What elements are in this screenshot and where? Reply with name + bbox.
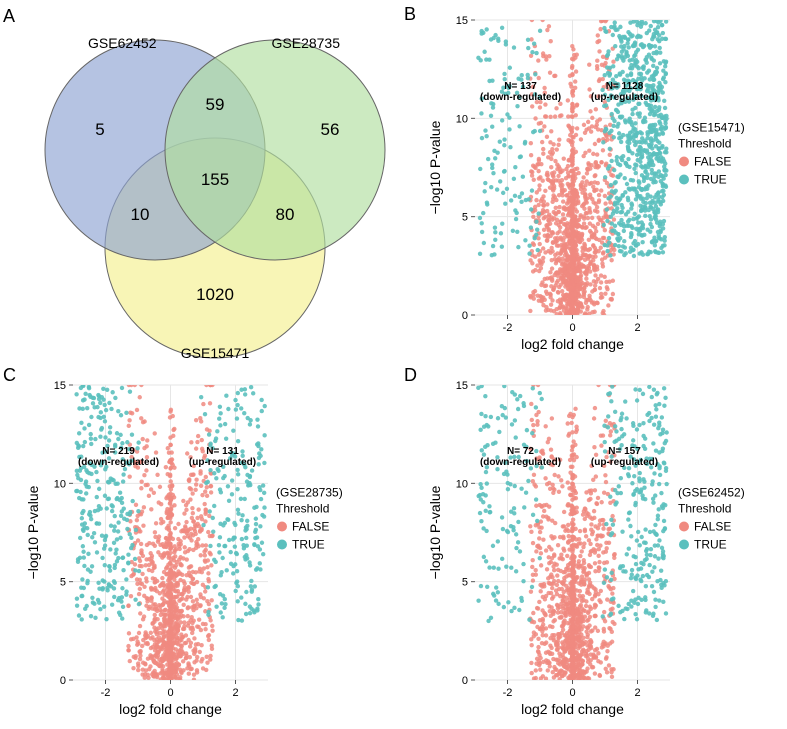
volcano-c: -2 0 2 0 5 10 15 log2 fold change −log10 P-value… [18,375,378,729]
annot-n: N= 1128 [606,81,644,92]
ytick-label: 0 [60,675,66,687]
annot-sub: (up-regulated) [189,457,256,468]
x-axis-title: log2 fold change [521,336,624,352]
xtick-label: -2 [503,687,513,699]
x-axis-title: log2 fold change [521,701,624,717]
legend-text: FALSE [694,155,731,169]
xtick-label: 2 [634,322,640,334]
xtick-label: 0 [569,322,575,334]
legend-text: (GSE15471) [678,121,745,135]
legend-text: (GSE62452) [678,486,745,500]
y-axis-title: −log10 P-value [25,485,41,579]
volcano-b: -2 0 2 0 5 10 15 log2 fold change −log10 P-value… [420,10,780,365]
annot-n: N= 219 [102,446,135,457]
venn-text: 59 [206,95,225,114]
venn-text: 10 [131,205,150,224]
annot-sub: (down-regulated) [78,457,159,468]
xtick-label: 0 [167,687,173,699]
annot-sub: (down-regulated) [480,92,561,103]
legend-dot-false [679,522,689,532]
volcano-d: -2 0 2 0 5 10 15 log2 fold change −log10 P-value… [420,375,780,729]
venn-circle [165,40,385,260]
venn-text: GSE62452 [88,35,157,51]
ytick-label: 10 [54,478,66,490]
ytick-label: 5 [462,212,468,224]
legend-dot-false [277,522,287,532]
ytick-label: 5 [462,577,468,589]
y-axis-title: −log10 P-value [427,120,443,214]
y-axis-title: −log10 P-value [427,485,443,579]
annot-n: N= 157 [608,446,641,457]
venn-text: GSE28735 [272,35,341,51]
panel-a-label: A [3,6,15,27]
ytick-label: 10 [456,478,468,490]
xtick-label: 2 [232,687,238,699]
panel-b-label: B [404,4,416,25]
ytick-label: 15 [54,380,66,392]
legend-text: Threshold [678,502,731,516]
ytick-label: 0 [462,310,468,322]
legend-text: TRUE [694,173,727,187]
venn-text: GSE15471 [181,345,250,360]
venn-text: 1020 [196,285,234,304]
legend-text: TRUE [694,538,727,552]
legend-dot-true [679,175,689,185]
xtick-label: -2 [503,322,513,334]
ytick-label: 0 [462,675,468,687]
venn-text: 80 [276,205,295,224]
annot-sub: (up-regulated) [591,457,658,468]
annot-n: N= 131 [206,446,239,457]
legend-dot-true [277,540,287,550]
xtick-label: -2 [101,687,111,699]
legend-text: (GSE28735) [276,486,343,500]
legend-text: FALSE [694,520,731,534]
ytick-label: 10 [456,113,468,125]
legend-text: FALSE [292,520,329,534]
xtick-label: 0 [569,687,575,699]
annot-sub: (down-regulated) [480,457,561,468]
legend-dot-false [679,157,689,167]
legend-text: Threshold [276,502,329,516]
annot-sub: (up-regulated) [591,92,658,103]
venn-text: 155 [201,170,229,189]
legend-dot-true [679,540,689,550]
ytick-label: 15 [456,380,468,392]
venn-text: 56 [321,120,340,139]
xtick-label: 2 [634,687,640,699]
venn-text: 5 [95,120,104,139]
annot-n: N= 72 [507,446,534,457]
x-axis-title: log2 fold change [119,701,222,717]
ytick-label: 5 [60,577,66,589]
legend-text: TRUE [292,538,325,552]
venn-diagram: GSE62452 GSE28735 GSE15471 5 56 1020 59 10 80 155 [20,20,400,365]
figure: A B C D GSE62452GSE28735GSE1547155610205… [0,0,787,729]
panel-c-label: C [3,365,16,386]
legend-text: Threshold [678,137,731,151]
panel-d-label: D [404,365,417,386]
ytick-label: 15 [456,15,468,27]
annot-n: N= 137 [504,81,537,92]
